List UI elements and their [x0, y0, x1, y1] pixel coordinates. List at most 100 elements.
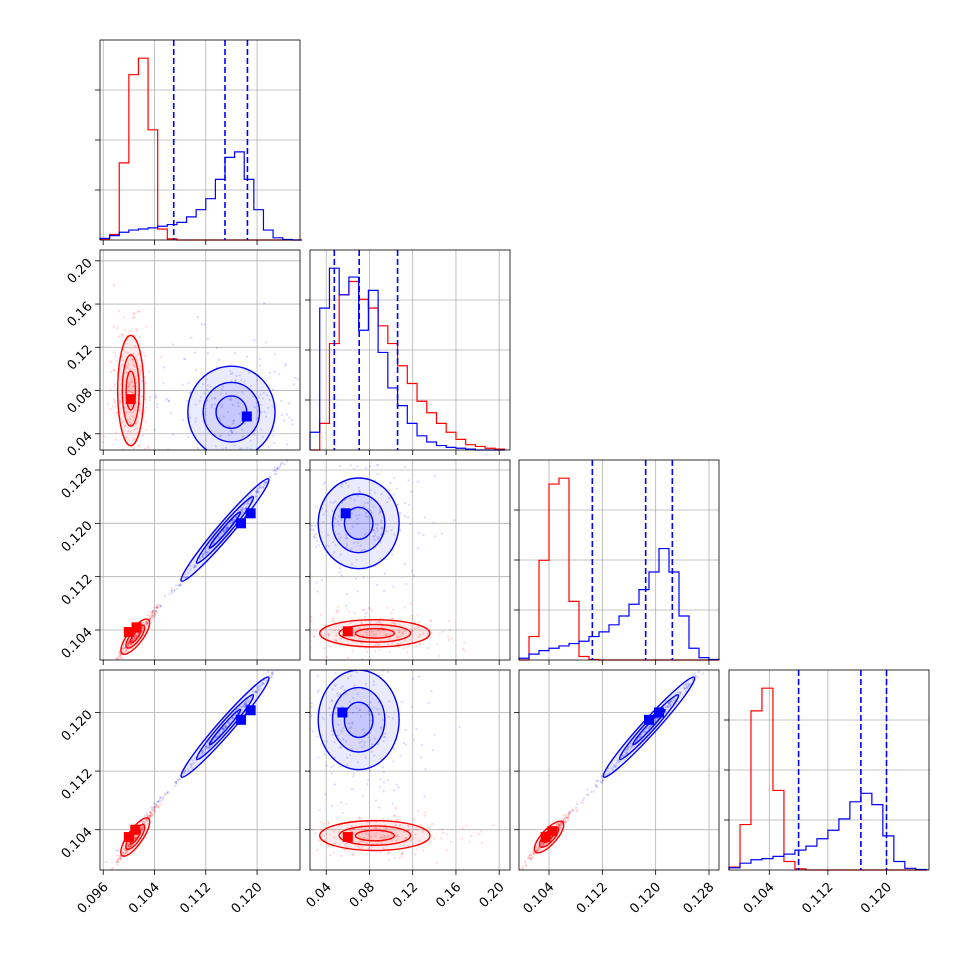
red-sample-point	[410, 628, 413, 631]
blue-sample-point	[189, 391, 192, 394]
blue-sample-point	[189, 416, 192, 419]
red-sample-point	[312, 635, 315, 638]
blue-sample-point	[197, 756, 200, 759]
blue-sample-point	[245, 355, 249, 358]
blue-sample-point	[265, 341, 268, 344]
red-sample-point	[529, 853, 532, 856]
red-sample-point	[445, 833, 448, 836]
red-sample-point	[124, 852, 128, 855]
red-sample-point	[154, 612, 157, 616]
red-sample-point	[130, 405, 133, 408]
red-sample-point	[120, 332, 123, 336]
blue-sample-point	[201, 753, 204, 756]
red-sample-point	[119, 858, 122, 861]
x-tick-label: 0.20	[477, 880, 508, 911]
blue-sample-point	[216, 735, 219, 738]
blue-sample-point	[184, 576, 188, 579]
blue-sample-point	[222, 529, 225, 532]
red-sample-point	[153, 606, 156, 609]
blue-sample-point	[221, 385, 225, 388]
blue-sample-point	[261, 435, 264, 438]
blue-sample-point	[266, 751, 268, 753]
red-sample-point	[124, 650, 127, 653]
red-sample-point	[305, 853, 307, 855]
blue-sample-point	[260, 411, 263, 414]
blue-sample-point	[262, 391, 265, 394]
red-sample-point	[109, 407, 113, 411]
red-sample-point	[128, 466, 130, 468]
blue-sample-point	[345, 764, 349, 767]
blue-sample-point	[596, 784, 599, 788]
red-sample-point	[362, 840, 365, 843]
red-sample-point	[375, 832, 378, 835]
red-sample-point	[136, 454, 138, 456]
blue-sample-point	[306, 488, 308, 490]
blue-sample-point	[626, 748, 629, 751]
blue-sample-point	[683, 687, 686, 690]
blue-sample-point	[340, 664, 342, 666]
blue-sample-point	[294, 648, 296, 650]
blue-sample-point	[234, 379, 237, 382]
blue-sample-point	[638, 736, 641, 739]
red-sample-point	[361, 609, 364, 612]
panel-frame	[728, 669, 930, 871]
red-sample-point	[109, 388, 112, 391]
blue-sample-point	[363, 608, 366, 611]
blue-sample-point	[146, 812, 149, 815]
blue-sample-point	[356, 517, 359, 520]
blue-sample-point	[310, 706, 313, 709]
blue-sample-point	[360, 703, 364, 706]
red-sample-point	[383, 837, 386, 840]
blue-sample-point	[224, 528, 227, 531]
red-sample-point	[390, 620, 393, 624]
blue-sample-point	[627, 747, 630, 750]
red-sample-point	[148, 814, 151, 817]
blue-sample-point	[244, 703, 248, 706]
red-sample-point	[332, 851, 335, 854]
blue-sample-point	[223, 452, 225, 454]
panel-content	[228, 460, 466, 660]
red-sample-point	[124, 649, 127, 652]
red-sample-point	[301, 627, 303, 629]
red-sample-point	[535, 848, 538, 851]
red-sample-point	[360, 642, 363, 645]
blue-sample-point	[684, 683, 688, 686]
blue-sample-point	[322, 642, 324, 644]
red-sample-point	[134, 634, 138, 637]
blue-sample-point	[265, 415, 268, 418]
blue-sample-point	[193, 566, 196, 569]
red-sample-point	[572, 808, 575, 811]
blue-sample-point	[257, 688, 260, 691]
red-sample-point	[139, 409, 142, 412]
red-sample-point	[141, 821, 144, 824]
red-sample-point	[356, 845, 359, 848]
blue-sample-point	[122, 841, 125, 844]
red-sample-point	[154, 806, 157, 809]
blue-sample-point	[576, 802, 579, 806]
blue-sample-point	[241, 391, 244, 394]
blue-sample-point	[616, 759, 619, 762]
red-sample-point	[129, 643, 132, 646]
red-sample-point	[398, 824, 402, 827]
blue-contour	[317, 670, 400, 771]
blue-sample-point	[193, 565, 197, 569]
red-sample-point	[145, 814, 148, 817]
blue-sample-point	[669, 705, 672, 708]
red-sample-point	[148, 814, 152, 817]
blue-sample-point	[220, 393, 223, 396]
blue-sample-point	[361, 728, 364, 731]
red-sample-point	[118, 309, 121, 312]
blue-sample-point	[676, 690, 680, 694]
blue-sample-point	[427, 702, 430, 705]
blue-sample-point	[157, 799, 161, 802]
red-sample-point	[295, 605, 297, 607]
red-sample-point	[150, 813, 153, 817]
red-contour	[120, 817, 151, 857]
red-sample-point	[352, 631, 355, 634]
blue-sample-point	[668, 701, 671, 705]
blue-sample-point	[242, 507, 245, 511]
red-sample-point	[228, 609, 230, 611]
blue-sample-point	[274, 353, 277, 356]
red-sample-point	[403, 629, 406, 632]
red-sample-point	[133, 447, 136, 450]
